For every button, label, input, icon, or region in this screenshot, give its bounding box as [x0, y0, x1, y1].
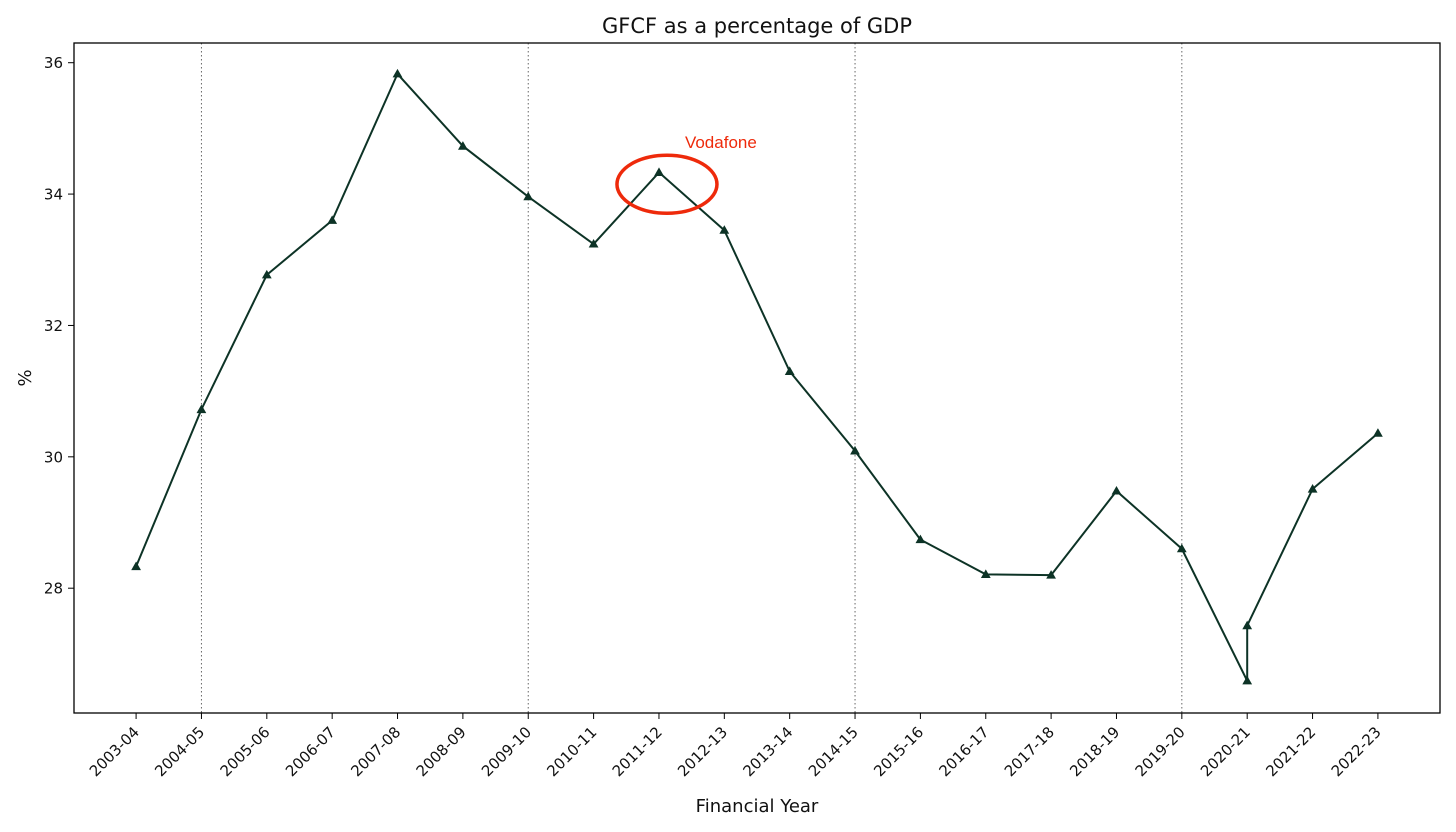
- x-tick-label: 2005-06: [217, 723, 274, 780]
- x-axis-ticks: 2003-04 2004-05 2005-06 2006-07 2007-08 2008-…: [86, 713, 1385, 780]
- x-tick-label: 2022-23: [1328, 723, 1385, 780]
- data-point-marker: [458, 141, 468, 150]
- x-tick-label: 2006-07: [282, 723, 339, 780]
- annotation-label: Vodafone: [685, 133, 757, 152]
- x-tick-label: 2012-13: [674, 723, 731, 780]
- x-tick-label: 2013-14: [739, 723, 796, 780]
- x-tick-label: 2009-10: [478, 723, 535, 780]
- x-tick-label: 2010-11: [543, 723, 600, 780]
- y-tick-label: 34: [44, 186, 63, 204]
- x-tick-label: 2021-22: [1262, 723, 1319, 780]
- x-axis-label: Financial Year: [696, 796, 819, 817]
- y-axis-ticks: 28 30 32 34 36: [44, 54, 74, 598]
- x-tick-label: 2019-20: [1132, 723, 1189, 780]
- x-tick-label: 2020-21: [1197, 723, 1254, 780]
- data-point-marker: [588, 238, 599, 248]
- y-tick-label: 32: [44, 317, 63, 335]
- data-point-marker: [1176, 543, 1187, 553]
- y-tick-label: 36: [44, 54, 63, 72]
- x-tick-label: 2014-15: [805, 723, 862, 780]
- x-tick-label: 2018-19: [1066, 723, 1123, 780]
- y-tick-label: 30: [44, 448, 63, 466]
- data-point-marker: [1242, 675, 1253, 685]
- data-point-marker: [719, 225, 730, 234]
- x-tick-label: 2011-12: [609, 723, 666, 780]
- data-point-marker: [784, 366, 795, 375]
- plot-area: [73, 42, 1441, 714]
- data-point-marker: [1242, 620, 1253, 630]
- x-tick-label: 2007-08: [347, 723, 404, 780]
- x-tick-label: 2016-17: [936, 723, 993, 780]
- y-axis-label: %: [15, 369, 36, 386]
- x-tick-label: 2017-18: [1001, 723, 1058, 780]
- data-point-marker: [850, 445, 860, 455]
- data-point-marker: [1373, 428, 1383, 437]
- data-point-marker: [1111, 485, 1122, 495]
- annotation: Vodafone: [615, 133, 757, 215]
- data-point-marker: [1046, 570, 1056, 579]
- data-point-marker: [523, 191, 534, 201]
- data-point-marker: [654, 167, 664, 176]
- x-tick-label: 2003-04: [86, 723, 143, 780]
- data-series: [131, 68, 1383, 685]
- data-point-marker: [131, 561, 141, 571]
- data-point-marker: [392, 68, 403, 78]
- data-point-marker: [1307, 483, 1318, 493]
- data-point-marker: [980, 569, 991, 578]
- y-tick-label: 28: [44, 580, 63, 598]
- x-tick-label: 2008-09: [413, 723, 470, 780]
- data-point-marker: [196, 404, 207, 414]
- x-tick-label: 2015-16: [870, 723, 927, 780]
- data-point-marker: [327, 215, 338, 224]
- chart-title: GFCF as a percentage of GDP: [602, 14, 912, 38]
- data-point-marker: [915, 534, 926, 544]
- data-point-marker: [261, 269, 272, 279]
- x-tick-label: 2004-05: [151, 723, 208, 780]
- annotation-circle: [615, 153, 719, 215]
- series-line: [135, 72, 1379, 682]
